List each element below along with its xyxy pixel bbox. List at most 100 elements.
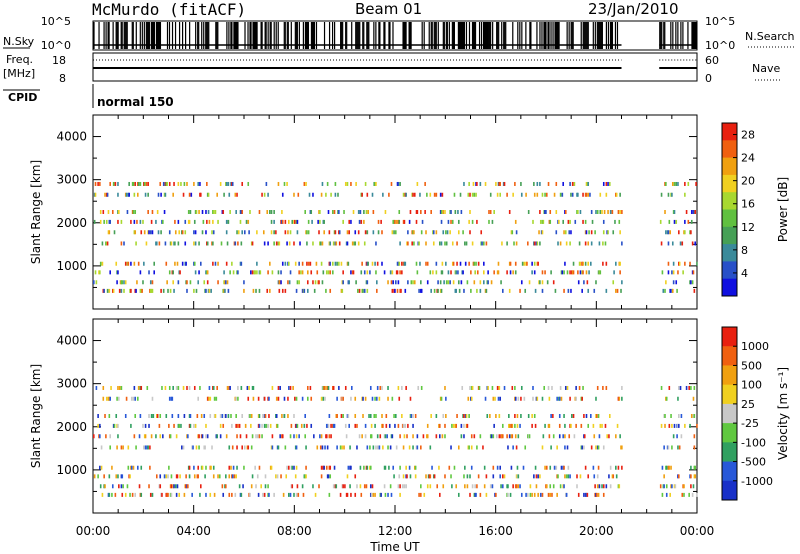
scatter-point — [239, 261, 242, 266]
scatter-point — [170, 396, 173, 401]
scatter-point — [412, 192, 414, 197]
scatter-point — [684, 423, 686, 428]
scatter-point — [620, 288, 622, 293]
scatter-point — [694, 474, 697, 479]
scatter-point — [105, 241, 107, 246]
scatter-point — [262, 396, 265, 401]
scatter-point — [660, 385, 663, 390]
scatter-point — [230, 465, 232, 470]
scatter-point — [120, 280, 123, 285]
scatter-point — [514, 423, 516, 428]
scatter-point — [565, 241, 568, 246]
scatter-point — [425, 261, 427, 266]
scatter-point — [378, 396, 381, 401]
scatter-point — [143, 434, 146, 439]
scatter-point — [556, 492, 558, 497]
scatter-point — [583, 434, 586, 439]
scatter-point — [605, 261, 608, 266]
scatter-point — [328, 261, 331, 266]
scatter-point — [298, 270, 300, 275]
scatter-point — [320, 396, 323, 401]
scatter-point — [469, 192, 471, 197]
scatter-point — [247, 219, 250, 224]
scatter-point — [562, 219, 564, 224]
scatter-point — [363, 270, 366, 275]
scatter-point — [435, 230, 438, 235]
scatter-point — [344, 423, 347, 428]
scatter-point — [206, 241, 208, 246]
scatter-point — [547, 181, 550, 186]
scatter-point — [435, 434, 438, 439]
scatter-point — [412, 230, 414, 235]
scatter-point — [108, 396, 111, 401]
scatter-point — [587, 474, 590, 479]
scatter-point — [680, 434, 683, 439]
scatter-point — [463, 474, 465, 479]
scatter-point — [168, 230, 171, 235]
scatter-point — [250, 484, 253, 489]
scatter-point — [683, 492, 685, 497]
scatter-point — [484, 181, 487, 186]
scatter-point — [183, 414, 186, 418]
scatter-point — [375, 241, 377, 246]
scatter-point — [609, 484, 612, 489]
scatter-point — [694, 241, 697, 246]
scatter-point — [410, 414, 413, 418]
scatter-point — [489, 434, 492, 439]
scatter-point — [671, 484, 673, 489]
scatter-point — [668, 219, 671, 224]
scatter-point — [155, 219, 157, 224]
scatter-point — [323, 385, 325, 390]
scatter-point — [268, 396, 270, 401]
scatter-point — [429, 270, 432, 275]
scatter-point — [319, 241, 322, 246]
scatter-point — [321, 445, 324, 450]
scatter-point — [576, 210, 578, 214]
scatter-point — [294, 261, 297, 266]
scatter-point — [171, 414, 174, 418]
scatter-point — [479, 434, 482, 439]
scatter-point — [130, 465, 132, 470]
scatter-point — [295, 465, 298, 470]
scatter-point — [552, 434, 555, 439]
scatter-point — [321, 181, 324, 186]
scatter-point — [371, 261, 374, 266]
scatter-point — [236, 192, 238, 197]
scatter-point — [105, 219, 108, 224]
scatter-point — [118, 210, 120, 214]
scatter-point — [198, 210, 200, 214]
scatter-point — [228, 192, 231, 197]
scatter-point — [687, 219, 690, 224]
time-axis: 00:00 04:00 08:00 12:00 16:00 20:00 00:00Time … — [76, 524, 715, 554]
scatter-point — [425, 474, 427, 479]
scatter-point — [390, 181, 393, 186]
scatter-point — [416, 434, 419, 439]
scatter-point — [564, 385, 567, 390]
scatter-point — [345, 492, 348, 497]
scatter-point — [250, 270, 252, 275]
scatter-point — [335, 414, 338, 418]
scatter-point — [466, 423, 469, 428]
scatter-point — [689, 423, 691, 428]
scatter-point — [424, 210, 426, 214]
scatter-point — [158, 484, 161, 489]
scatter-point — [364, 423, 367, 428]
scatter-point — [512, 270, 514, 275]
scatter-point — [168, 396, 171, 401]
scatter-point — [475, 492, 477, 497]
plot-frame — [92, 114, 698, 310]
scatter-point — [531, 414, 533, 418]
scatter-point — [289, 230, 292, 235]
scatter-point — [462, 414, 464, 418]
scatter-point — [664, 210, 666, 214]
scatter-point — [390, 434, 393, 439]
scatter-point — [102, 396, 105, 401]
scatter-point — [168, 385, 171, 390]
scatter-point — [295, 445, 298, 450]
scatter-point — [569, 181, 571, 186]
scatter-point — [515, 241, 518, 246]
y-tick-label: 4000 — [56, 334, 87, 348]
scatter-point — [675, 181, 678, 186]
scatter-point — [263, 396, 266, 401]
scatter-point — [177, 241, 180, 246]
